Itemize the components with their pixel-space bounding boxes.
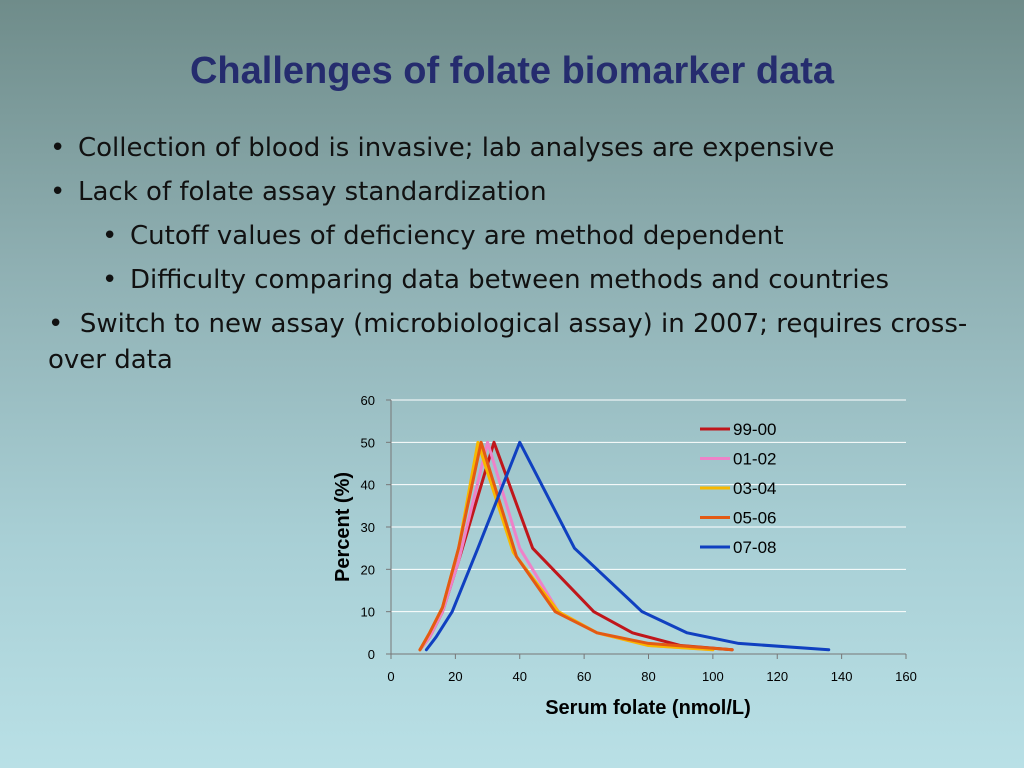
- bullet-marker: •: [50, 177, 66, 207]
- legend-label: 05-06: [733, 509, 776, 528]
- bullet-list: • Collection of blood is invasive; lab an…: [48, 130, 988, 386]
- legend-label: 99-00: [733, 420, 776, 439]
- x-tick-label: 20: [448, 669, 462, 684]
- y-axis-label: Percent (%): [332, 472, 354, 582]
- x-tick-label: 0: [387, 669, 394, 684]
- bullet-marker: •: [102, 265, 118, 295]
- bullet-text: Cutoff values of deficiency are method d…: [130, 221, 784, 251]
- x-tick-label: 40: [513, 669, 527, 684]
- y-tick-label: 50: [361, 435, 375, 450]
- bullet-item: • Collection of blood is invasive; lab an…: [48, 130, 988, 166]
- x-axis-label: Serum folate (nmol/L): [545, 697, 751, 719]
- series-lines: [418, 440, 831, 652]
- bullet-text: Switch to new assay (microbiological ass…: [48, 309, 968, 375]
- bullet-text: Difficulty comparing data between method…: [130, 265, 890, 295]
- bullet-item: • Switch to new assay (microbiological a…: [48, 306, 988, 378]
- x-tick-label: 160: [895, 669, 917, 684]
- series-line-07-08: [424, 440, 831, 652]
- sub-bullet-item: • Difficulty comparing data between metho…: [100, 262, 988, 298]
- axes: 0 10 20 30 40 50 60 0 20 40 60 80 100 120 140 160: [361, 393, 917, 684]
- series-line-05-06: [418, 440, 734, 652]
- y-tick-label: 20: [361, 562, 375, 577]
- x-tick-label: 60: [577, 669, 591, 684]
- bullet-marker: •: [48, 309, 64, 339]
- legend-label: 07-08: [733, 538, 776, 557]
- bullet-item: • Lack of folate assay standardization: [48, 174, 988, 210]
- bullet-text: Collection of blood is invasive; lab ana…: [78, 133, 835, 163]
- bullet-marker: •: [102, 221, 118, 251]
- bullet-text: Lack of folate assay standardization: [78, 177, 547, 207]
- y-tick-label: 30: [361, 520, 375, 535]
- series-line-99-00: [418, 440, 734, 652]
- slide-title: Challenges of folate biomarker data: [189, 50, 835, 92]
- legend: 99-00 01-02 03-04 05-06 07-08: [700, 420, 776, 557]
- legend-label: 01-02: [733, 450, 776, 469]
- y-tick-label: 0: [368, 647, 375, 662]
- x-tick-label: 80: [641, 669, 655, 684]
- sub-bullet-item: • Cutoff values of deficiency are method …: [100, 218, 988, 254]
- legend-label: 03-04: [733, 479, 776, 498]
- bullet-marker: •: [50, 133, 66, 163]
- y-tick-label: 10: [361, 605, 375, 620]
- y-tick-label: 60: [361, 393, 375, 408]
- y-tick-label: 40: [361, 478, 375, 493]
- x-tick-label: 100: [702, 669, 724, 684]
- x-tick-label: 140: [831, 669, 853, 684]
- x-tick-label: 120: [766, 669, 788, 684]
